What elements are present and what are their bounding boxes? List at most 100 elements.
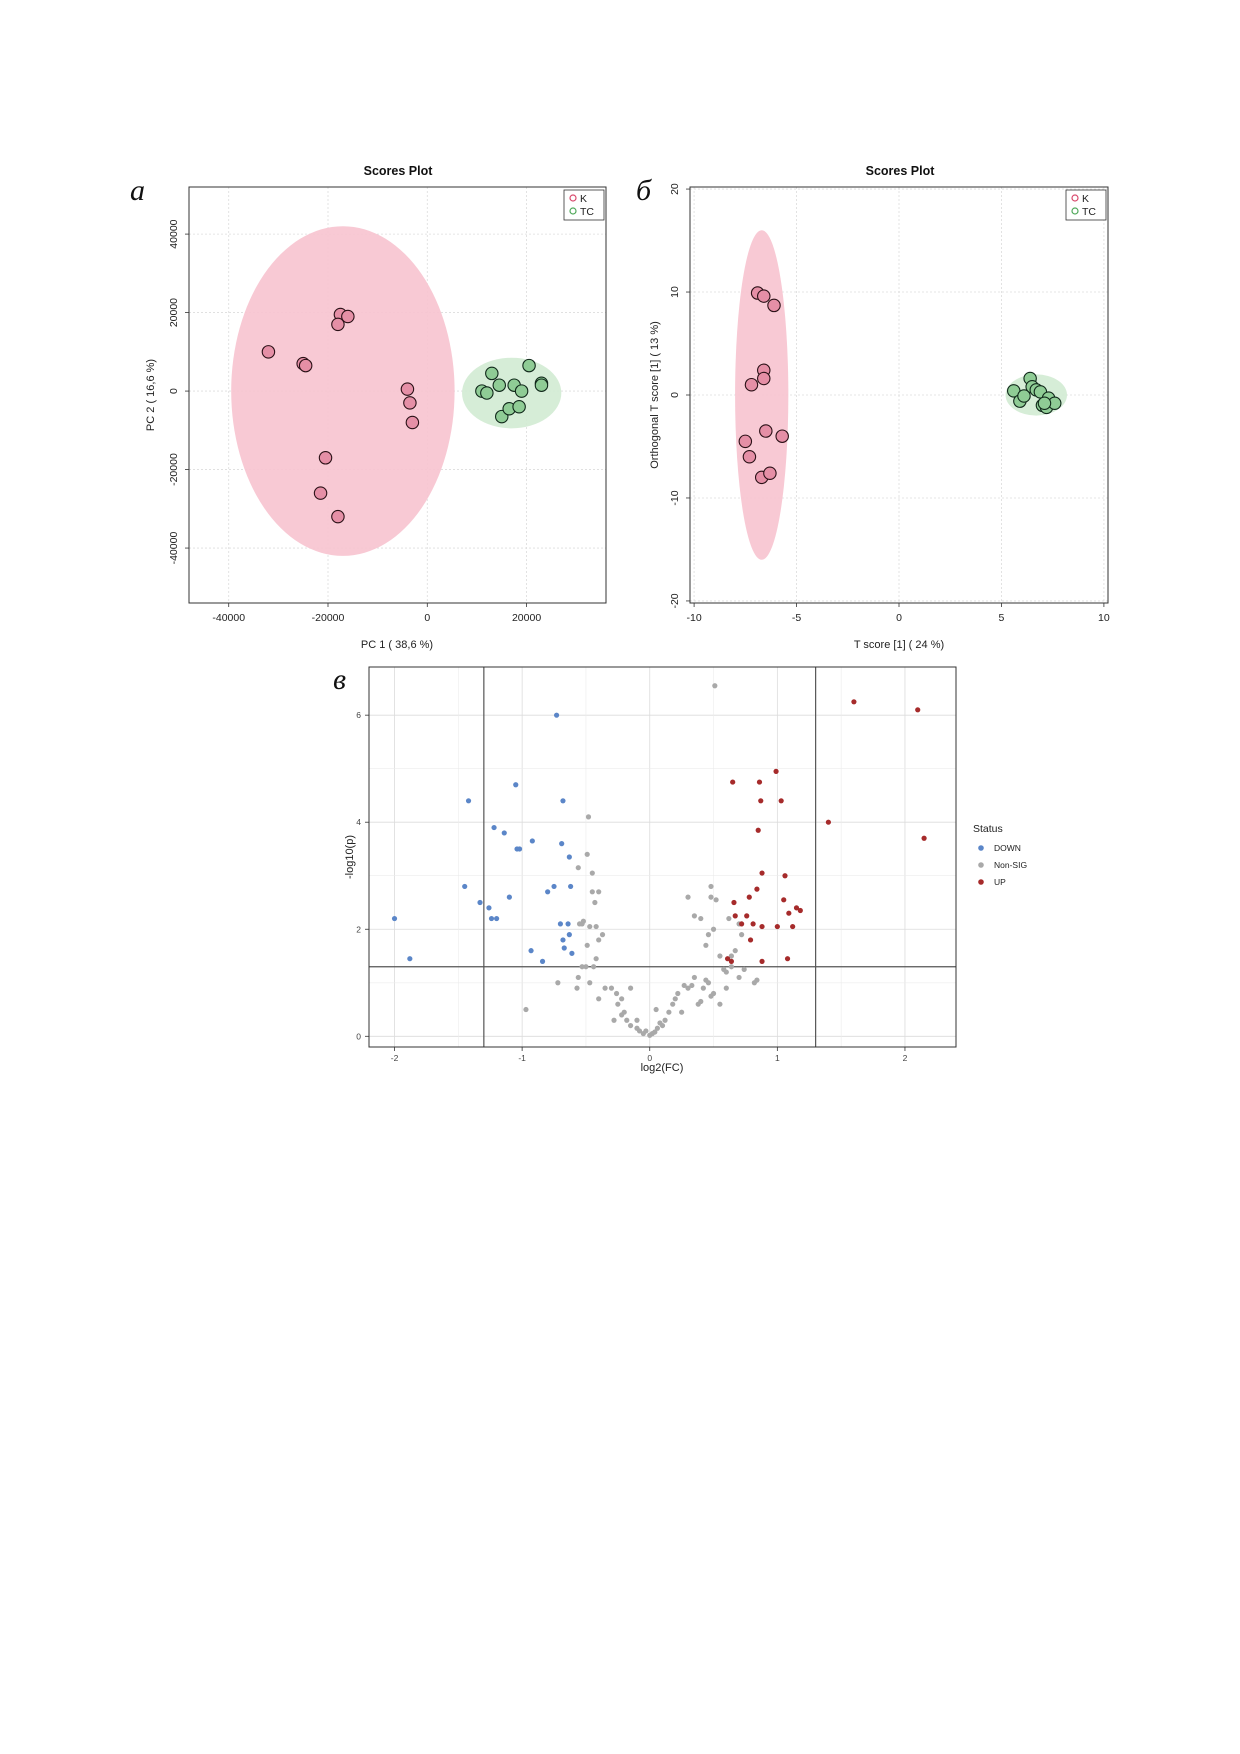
- volcano-point-nonsig: [619, 1012, 625, 1018]
- pca-point-k: [331, 509, 345, 524]
- volcano-point-down: [560, 798, 566, 804]
- volcano-point-up: [728, 958, 735, 964]
- volcano-point-down: [569, 950, 575, 956]
- volcano-point-up: [724, 956, 731, 962]
- volcano-x-ticks: -2 -1 0 1 2: [391, 1047, 908, 1063]
- volcano-point-up: [756, 779, 763, 785]
- volcano-point-up: [746, 894, 752, 900]
- opls-legend-label-k: K: [1082, 193, 1089, 205]
- volcano-point-nonsig: [643, 1028, 649, 1034]
- volcano-point-up: [793, 905, 800, 911]
- opls-point-k: [759, 424, 773, 438]
- pca-point-k: [298, 358, 313, 373]
- volcano-x-tick-label: 2: [903, 1053, 908, 1063]
- volcano-point-nonsig: [710, 926, 717, 932]
- volcano-point-up: [732, 913, 738, 919]
- volcano-point-nonsig: [679, 1009, 685, 1015]
- volcano-point-down: [545, 889, 551, 895]
- pca-point-k: [341, 309, 355, 324]
- volcano-legend-marker-nonsig: [978, 862, 984, 868]
- opls-x-tick-label: 5: [999, 612, 1005, 624]
- volcano-point-down: [516, 846, 523, 852]
- volcano-point-nonsig: [728, 964, 735, 970]
- volcano-point-down: [465, 798, 472, 804]
- volcano-point-up: [786, 910, 792, 916]
- volcano-point-nonsig: [726, 915, 732, 922]
- volcano-x-tick-label: 1: [775, 1053, 780, 1063]
- volcano-point-nonsig: [708, 894, 714, 900]
- pca-point-k: [331, 317, 345, 332]
- volcano-point-up: [747, 937, 754, 943]
- volcano-y-ticks: 0 2 4 6: [356, 710, 369, 1041]
- opls-legend-box: [1065, 189, 1107, 221]
- volcano-point-nonsig: [587, 923, 593, 930]
- volcano-point-nonsig: [615, 1001, 621, 1007]
- opls-legend-label-tc: TC: [1082, 206, 1096, 218]
- pca-point-tc: [514, 384, 529, 398]
- pca-y-ticks: -40000 -20000 0 20000 40000: [168, 219, 189, 564]
- volcano-point-down: [568, 883, 574, 890]
- opls-x-tick-label: 0: [896, 612, 902, 624]
- opls-point-k: [744, 377, 759, 392]
- volcano-point-nonsig: [574, 985, 580, 991]
- volcano-point-up: [797, 907, 803, 914]
- volcano-point-nonsig: [593, 923, 599, 930]
- volcano-point-nonsig: [575, 974, 581, 981]
- volcano-point-nonsig: [636, 1028, 643, 1034]
- volcano-point-nonsig: [705, 932, 712, 938]
- pca-scores-chart: Scores Plot -40000 -20000 0 20000 -40000 -20…: [145, 164, 607, 651]
- volcano-point-down: [559, 841, 565, 847]
- volcano-plot-frame: [368, 666, 957, 1048]
- volcano-point-nonsig: [736, 974, 742, 981]
- volcano-point-nonsig: [599, 932, 606, 938]
- volcano-y-tick-label: 0: [356, 1031, 361, 1041]
- volcano-point-nonsig: [583, 964, 589, 970]
- volcano-point-up: [755, 827, 761, 833]
- pca-y-tick-label: -20000: [168, 453, 180, 486]
- volcano-point-down: [566, 854, 572, 860]
- opls-point-tc: [1037, 396, 1052, 410]
- pca-y-tick-label: -40000: [168, 532, 180, 565]
- pca-point-tc: [534, 378, 549, 392]
- volcano-point-nonsig: [754, 977, 760, 983]
- volcano-point-nonsig: [700, 985, 706, 991]
- volcano-point-nonsig: [627, 1022, 634, 1029]
- volcano-y-tick-label: 4: [356, 817, 361, 827]
- volcano-point-nonsig: [712, 683, 718, 689]
- pca-legend-box: [563, 189, 605, 221]
- volcano-point-down: [477, 899, 483, 906]
- volcano-point-up: [758, 798, 764, 804]
- pca-y-tick-label: 20000: [168, 298, 180, 327]
- opls-ellipse-k: [735, 230, 789, 560]
- volcano-point-nonsig: [703, 942, 709, 948]
- pca-x-ticks: -40000 -20000 0 20000: [212, 603, 541, 624]
- volcano-point-down: [486, 905, 492, 911]
- opls-y-tick-label: 0: [669, 392, 681, 398]
- pca-legend-marker-k: [569, 194, 577, 202]
- volcano-point-down: [553, 712, 560, 718]
- volcano-point-nonsig: [710, 990, 717, 997]
- volcano-point-up: [730, 779, 736, 785]
- volcano-point-up: [759, 923, 765, 930]
- volcano-points: [391, 683, 927, 1038]
- pca-legend-label-k: K: [580, 193, 587, 205]
- volcano-y-axis-label: -log10(p): [344, 835, 356, 879]
- volcano-point-up: [759, 870, 765, 876]
- volcano-x-tick-label: -1: [518, 1053, 526, 1063]
- volcano-y-tick-label: 2: [356, 924, 361, 934]
- opls-y-tick-label: 20: [669, 183, 681, 195]
- volcano-y-tick-label: 6: [356, 710, 361, 720]
- volcano-threshold-lines: [369, 667, 956, 1047]
- volcano-point-up: [825, 819, 831, 825]
- opls-point-k: [757, 289, 771, 303]
- volcano-point-down: [566, 932, 572, 938]
- volcano-point-nonsig: [666, 1009, 672, 1015]
- volcano-point-nonsig: [602, 985, 608, 991]
- volcano-point-nonsig: [596, 937, 602, 943]
- volcano-point-down: [506, 894, 512, 900]
- volcano-point-nonsig: [589, 889, 595, 895]
- pca-legend: K TC: [563, 189, 605, 221]
- opls-x-tick-label: 10: [1098, 612, 1110, 624]
- opls-point-k: [757, 371, 771, 386]
